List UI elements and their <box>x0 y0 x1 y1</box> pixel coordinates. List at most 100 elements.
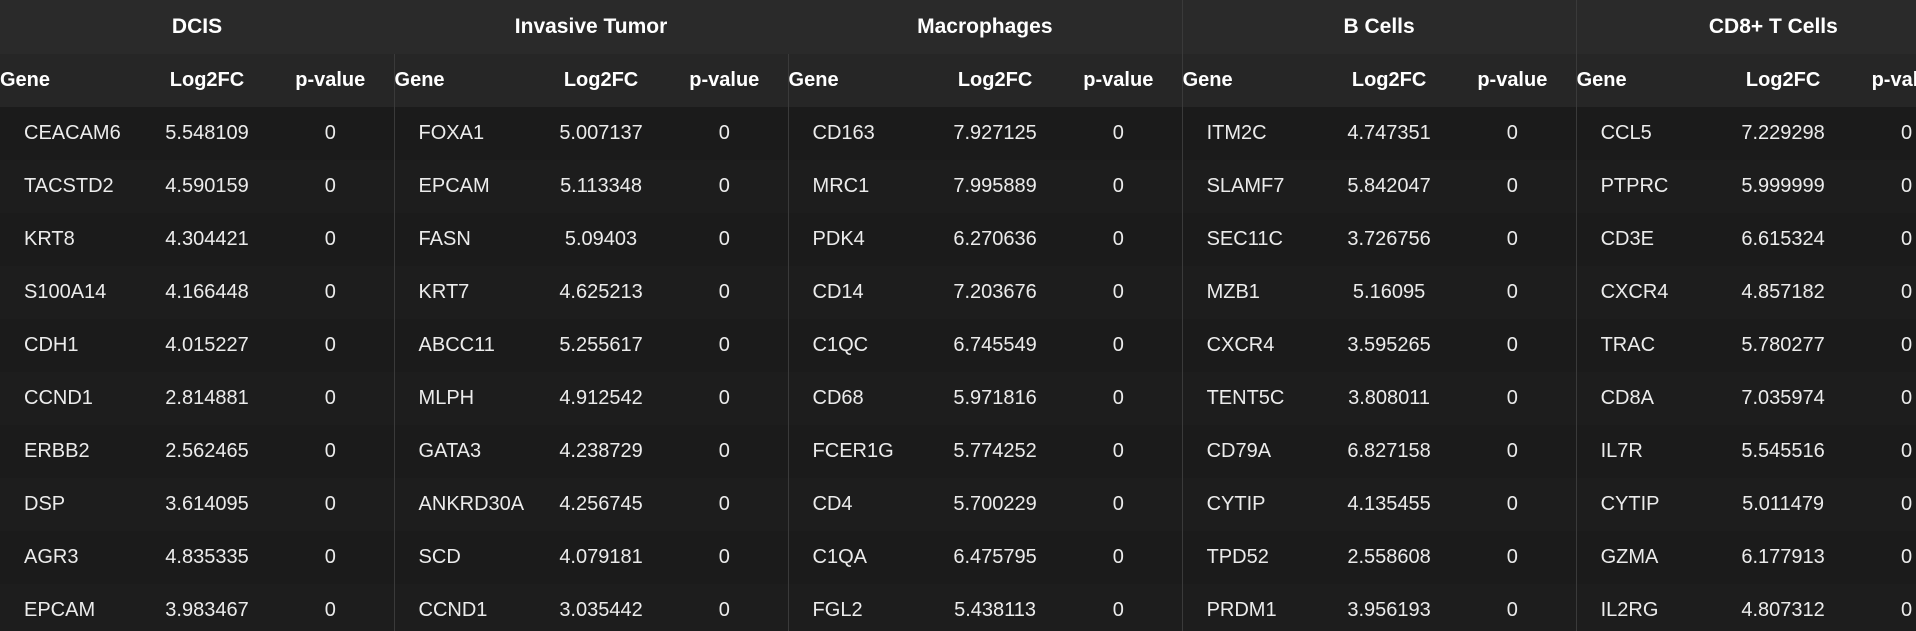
cell-dcis-pvalue: 0 <box>267 160 395 213</box>
cell-b-cells-log2fc: 5.16095 <box>1329 266 1450 319</box>
cell-b-cells-pvalue: 0 <box>1449 160 1577 213</box>
cell-invasive-tumor-log2fc: 4.912542 <box>541 372 662 425</box>
column-header-pvalue[interactable]: p-value <box>661 54 789 107</box>
cell-cd8-t-cells-gene: TRAC <box>1575 319 1724 372</box>
cell-dcis-pvalue: 0 <box>267 107 395 160</box>
column-header-log2fc[interactable]: Log2FC <box>1329 54 1450 107</box>
cell-dcis-gene: CDH1 <box>0 319 147 372</box>
cell-dcis-gene: TACSTD2 <box>0 160 147 213</box>
cell-macrophages-log2fc: 6.270636 <box>935 213 1056 266</box>
cell-invasive-tumor-gene: CCND1 <box>393 584 542 631</box>
table-row: DSP 3.614095 0 ANKRD30A 4.256745 0 CD4 5.700229… <box>0 478 1916 531</box>
cell-macrophages-gene: CD68 <box>787 372 936 425</box>
cell-macrophages-gene: FCER1G <box>787 425 936 478</box>
cell-macrophages-pvalue: 0 <box>1055 531 1183 584</box>
cell-invasive-tumor-gene: FASN <box>393 213 542 266</box>
cell-invasive-tumor-gene: ABCC11 <box>393 319 542 372</box>
table-row: TACSTD2 4.590159 0 EPCAM 5.113348 0 MRC1 7.9958… <box>0 160 1916 213</box>
cell-dcis-gene: KRT8 <box>0 213 147 266</box>
column-header-log2fc[interactable]: Log2FC <box>541 54 662 107</box>
column-header-gene[interactable]: Gene <box>0 54 147 107</box>
cell-invasive-tumor-pvalue: 0 <box>661 372 789 425</box>
cell-invasive-tumor-pvalue: 0 <box>661 213 789 266</box>
cell-macrophages-log2fc: 6.475795 <box>935 531 1056 584</box>
cell-dcis-log2fc: 2.814881 <box>147 372 267 425</box>
cell-cd8-t-cells-pvalue: 0 <box>1843 160 1916 213</box>
column-header-gene[interactable]: Gene <box>1575 54 1724 107</box>
column-header-pvalue[interactable]: p-value <box>1843 54 1916 107</box>
cell-b-cells-gene: MZB1 <box>1181 266 1330 319</box>
cell-invasive-tumor-gene: MLPH <box>393 372 542 425</box>
cell-b-cells-gene: SLAMF7 <box>1181 160 1330 213</box>
group-header-invasive-tumor: Invasive Tumor <box>394 0 789 54</box>
cell-b-cells-pvalue: 0 <box>1449 107 1577 160</box>
cell-dcis-log2fc: 3.983467 <box>147 584 267 631</box>
column-header-log2fc[interactable]: Log2FC <box>1723 54 1844 107</box>
cell-cd8-t-cells-log2fc: 5.545516 <box>1723 425 1844 478</box>
cell-invasive-tumor-log2fc: 3.035442 <box>541 584 662 631</box>
table-body: CEACAM6 5.548109 0 FOXA1 5.007137 0 CD163 7.927… <box>0 107 1916 631</box>
cell-macrophages-gene: FGL2 <box>787 584 936 631</box>
cell-cd8-t-cells-pvalue: 0 <box>1843 107 1916 160</box>
cell-b-cells-gene: TENT5C <box>1181 372 1330 425</box>
column-header-pvalue[interactable]: p-value <box>267 54 395 107</box>
cell-macrophages-gene: C1QA <box>787 531 936 584</box>
column-header-gene[interactable]: Gene <box>787 54 936 107</box>
cell-macrophages-log2fc: 6.745549 <box>935 319 1056 372</box>
column-header-row: Gene Log2FC p-value Gene Log2FC p-value Gene Lo… <box>0 54 1916 107</box>
cell-invasive-tumor-log2fc: 4.625213 <box>541 266 662 319</box>
cell-invasive-tumor-pvalue: 0 <box>661 319 789 372</box>
cell-b-cells-pvalue: 0 <box>1449 584 1577 631</box>
cell-invasive-tumor-gene: ANKRD30A <box>393 478 542 531</box>
cell-invasive-tumor-log2fc: 5.113348 <box>541 160 662 213</box>
cell-macrophages-log2fc: 7.927125 <box>935 107 1056 160</box>
cell-dcis-gene: ERBB2 <box>0 425 147 478</box>
cell-b-cells-log2fc: 3.726756 <box>1329 213 1450 266</box>
cell-cd8-t-cells-pvalue: 0 <box>1843 266 1916 319</box>
cell-b-cells-log2fc: 4.747351 <box>1329 107 1450 160</box>
cell-macrophages-gene: CD14 <box>787 266 936 319</box>
cell-cd8-t-cells-gene: CD8A <box>1575 372 1724 425</box>
cell-invasive-tumor-log2fc: 4.238729 <box>541 425 662 478</box>
cell-b-cells-pvalue: 0 <box>1449 213 1577 266</box>
cell-cd8-t-cells-log2fc: 5.011479 <box>1723 478 1844 531</box>
column-header-pvalue[interactable]: p-value <box>1055 54 1183 107</box>
cell-cd8-t-cells-pvalue: 0 <box>1843 478 1916 531</box>
cell-dcis-log2fc: 4.166448 <box>147 266 267 319</box>
table-row: EPCAM 3.983467 0 CCND1 3.035442 0 FGL2 5.438113… <box>0 584 1916 631</box>
table-row: ERBB2 2.562465 0 GATA3 4.238729 0 FCER1G 5.7742… <box>0 425 1916 478</box>
cell-invasive-tumor-gene: KRT7 <box>393 266 542 319</box>
cell-dcis-log2fc: 2.562465 <box>147 425 267 478</box>
cell-b-cells-gene: SEC11C <box>1181 213 1330 266</box>
group-header-cd8-t-cells: CD8+ T Cells <box>1575 0 1916 54</box>
cell-macrophages-gene: PDK4 <box>787 213 936 266</box>
cell-macrophages-log2fc: 5.438113 <box>935 584 1056 631</box>
cell-dcis-log2fc: 4.590159 <box>147 160 267 213</box>
column-header-gene[interactable]: Gene <box>393 54 542 107</box>
cell-dcis-pvalue: 0 <box>267 425 395 478</box>
cell-macrophages-gene: MRC1 <box>787 160 936 213</box>
cell-cd8-t-cells-pvalue: 0 <box>1843 425 1916 478</box>
cell-cd8-t-cells-log2fc: 7.229298 <box>1723 107 1844 160</box>
cell-cd8-t-cells-pvalue: 0 <box>1843 584 1916 631</box>
cell-b-cells-gene: ITM2C <box>1181 107 1330 160</box>
cell-invasive-tumor-log2fc: 4.256745 <box>541 478 662 531</box>
cell-cd8-t-cells-gene: IL2RG <box>1575 584 1724 631</box>
table-row: CDH1 4.015227 0 ABCC11 5.255617 0 C1QC 6.745549… <box>0 319 1916 372</box>
column-header-pvalue[interactable]: p-value <box>1449 54 1577 107</box>
cell-b-cells-log2fc: 3.956193 <box>1329 584 1450 631</box>
cell-dcis-log2fc: 3.614095 <box>147 478 267 531</box>
cell-dcis-log2fc: 4.015227 <box>147 319 267 372</box>
column-header-gene[interactable]: Gene <box>1181 54 1330 107</box>
cell-cd8-t-cells-log2fc: 6.177913 <box>1723 531 1844 584</box>
cell-macrophages-pvalue: 0 <box>1055 107 1183 160</box>
cell-dcis-gene: CCND1 <box>0 372 147 425</box>
column-header-log2fc[interactable]: Log2FC <box>147 54 267 107</box>
cell-cd8-t-cells-gene: CXCR4 <box>1575 266 1724 319</box>
cell-b-cells-gene: CXCR4 <box>1181 319 1330 372</box>
cell-cd8-t-cells-gene: CD3E <box>1575 213 1724 266</box>
column-header-log2fc[interactable]: Log2FC <box>935 54 1056 107</box>
cell-invasive-tumor-pvalue: 0 <box>661 584 789 631</box>
